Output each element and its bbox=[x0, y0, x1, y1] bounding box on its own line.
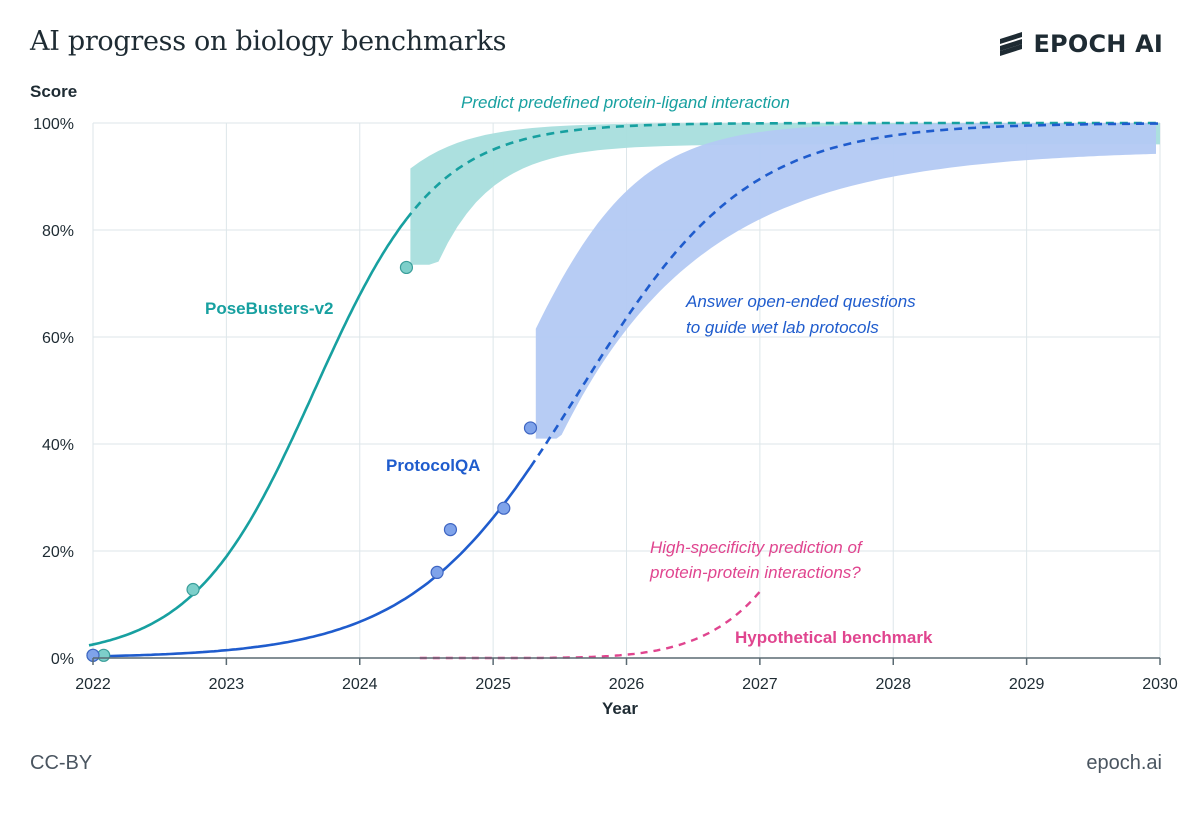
y-tick-label: 80% bbox=[42, 223, 74, 240]
chart-title: AI progress on biology benchmarks bbox=[30, 26, 507, 57]
band-layer bbox=[410, 123, 1160, 439]
data-point-posebusters bbox=[399, 260, 414, 275]
series-label-hypothetical: Hypothetical benchmark bbox=[735, 628, 933, 647]
point-layer bbox=[86, 260, 538, 662]
projection-line-hypothetical bbox=[419, 587, 764, 660]
annotation-hypothetical-line2: protein-protein interactions? bbox=[649, 563, 861, 582]
data-point-protocolqa bbox=[443, 522, 458, 537]
license-label: CC-BY bbox=[30, 752, 93, 774]
x-tick-label: 2025 bbox=[475, 676, 511, 693]
epoch-logo-icon bbox=[1000, 32, 1023, 56]
band-protocolqa bbox=[535, 123, 1156, 439]
x-tick-label: 2023 bbox=[209, 676, 245, 693]
y-tick-label: 40% bbox=[42, 437, 74, 454]
y-tick-label: 0% bbox=[51, 651, 74, 668]
data-point-posebusters bbox=[186, 582, 200, 597]
site-link[interactable]: epoch.ai bbox=[1086, 752, 1162, 774]
annotation-protocolqa-line1: Answer open-ended questions bbox=[685, 292, 916, 311]
data-point-protocolqa bbox=[430, 565, 444, 580]
x-tick-label: 2029 bbox=[1009, 676, 1045, 693]
fit-line-protocolqa bbox=[88, 466, 532, 658]
x-tick-label: 2030 bbox=[1142, 676, 1178, 693]
y-tick-label: 60% bbox=[42, 330, 74, 347]
annotation-hypothetical-line1: High-specificity prediction of bbox=[650, 538, 864, 557]
series-label-posebusters: PoseBusters-v2 bbox=[205, 299, 334, 318]
series-label-protocolqa: ProtocolQA bbox=[386, 456, 480, 475]
axis-layer: 0% 20% 40% 60% 80% 100% 2022 2023 2024 2025 2026 20… bbox=[33, 116, 1178, 693]
x-tick-label: 2022 bbox=[75, 676, 111, 693]
fit-line-posebusters bbox=[88, 218, 408, 647]
x-tick-label: 2028 bbox=[875, 676, 911, 693]
y-tick-label: 100% bbox=[33, 116, 74, 133]
x-axis-title: Year bbox=[602, 699, 638, 718]
x-tick-label: 2024 bbox=[342, 676, 378, 693]
y-tick-label: 20% bbox=[42, 544, 74, 561]
y-axis-title: Score bbox=[30, 82, 77, 101]
x-tick-label: 2027 bbox=[742, 676, 778, 693]
annotation-protocolqa-line2: to guide wet lab protocols bbox=[686, 318, 879, 337]
annotation-posebusters: Predict predefined protein-ligand intera… bbox=[461, 93, 790, 112]
projection-line-protocolqa bbox=[529, 122, 1161, 468]
x-tick-label: 2026 bbox=[609, 676, 645, 693]
data-point-protocolqa bbox=[497, 501, 511, 515]
data-point-protocolqa bbox=[523, 421, 538, 435]
epoch-logo: EPOCH AI bbox=[998, 30, 1163, 58]
brand-name: EPOCH AI bbox=[1033, 30, 1163, 58]
